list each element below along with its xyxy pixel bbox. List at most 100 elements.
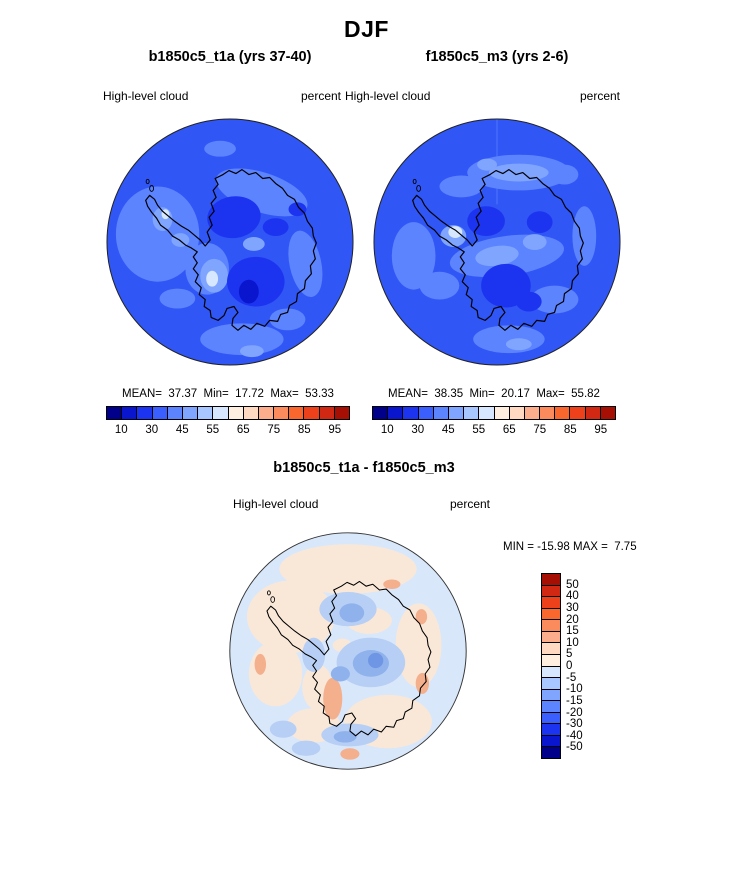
map-boundary-circle xyxy=(106,118,354,366)
colorbar-ticks-control: 10 30 45 55 65 75 85 95 xyxy=(372,424,616,438)
colorbar-segment xyxy=(152,407,168,419)
island-outline xyxy=(149,184,155,192)
colorbar-segment xyxy=(182,407,199,419)
field-units-row-left: High-level cloud percent xyxy=(103,89,341,103)
tick-label: -30 xyxy=(566,718,583,731)
colorbar-segment xyxy=(509,407,525,419)
page-title: DJF xyxy=(344,16,389,42)
map-boundary-circle xyxy=(373,118,621,366)
colorbar-segment xyxy=(542,597,560,609)
colorbar-segment xyxy=(304,407,320,419)
tick-label: 95 xyxy=(328,424,342,436)
polar-map-control xyxy=(370,115,624,369)
panel-title-case: b1850c5_t1a (yrs 37-40) xyxy=(148,49,312,65)
colorbar-segment xyxy=(137,407,153,419)
colorbar-segment xyxy=(542,678,560,690)
tick-label: 10 xyxy=(114,424,128,436)
colorbar-segment xyxy=(570,407,586,419)
units-label: percent xyxy=(579,89,620,103)
colorbar-segment xyxy=(167,407,183,419)
colorbar-segment xyxy=(542,608,560,621)
colorbar-segment xyxy=(418,407,434,419)
colorbar-ticks-case: 10 30 45 55 65 75 85 95 xyxy=(106,424,350,438)
island-outline xyxy=(270,596,276,603)
island-outline xyxy=(267,590,271,596)
stats-control: MEAN= 38.35 Min= 20.17 Max= 55.82 xyxy=(388,388,600,400)
island-outline xyxy=(145,178,150,185)
polar-map-difference xyxy=(226,529,470,773)
field-label: High-level cloud xyxy=(233,497,319,511)
tick-label: 30 xyxy=(566,601,579,614)
colorbar-segment xyxy=(542,620,560,632)
polar-map-difference-svg xyxy=(229,532,467,770)
colorbar-segment xyxy=(524,407,541,419)
colorbar-segment xyxy=(243,407,259,419)
colorbar-segment xyxy=(388,407,404,419)
colorbar-segment xyxy=(479,407,495,419)
tick-label: 20 xyxy=(566,613,579,626)
tick-label: 40 xyxy=(566,590,579,603)
panel-title-control: f1850c5_m3 (yrs 2-6) xyxy=(425,49,569,65)
colorbar-segment xyxy=(274,407,290,419)
tick-label: 45 xyxy=(175,424,189,436)
colorbar-segment xyxy=(542,735,560,748)
colorbar-segment xyxy=(228,407,244,419)
colorbar-segment xyxy=(213,407,229,419)
tick-label: 75 xyxy=(533,424,547,436)
colorbar-segment xyxy=(542,689,560,702)
colorbar-segment xyxy=(258,407,275,419)
field-label: High-level cloud xyxy=(103,89,189,103)
tick-label: 30 xyxy=(145,424,159,436)
antarctica-coastline xyxy=(412,168,584,331)
island-outline xyxy=(412,178,417,185)
colorbar-segment xyxy=(198,407,214,419)
tick-label: -10 xyxy=(566,683,583,696)
tick-label: -15 xyxy=(566,694,583,707)
colorbar-segment xyxy=(464,407,480,419)
tick-label: 65 xyxy=(502,424,516,436)
colorbar-segment xyxy=(600,407,615,419)
colorbar-segment xyxy=(542,701,560,713)
polar-map-case-svg xyxy=(106,118,354,366)
tick-label: 10 xyxy=(566,636,579,649)
tick-label: 85 xyxy=(297,424,311,436)
colorbar-segment xyxy=(107,407,123,419)
tick-label: 85 xyxy=(563,424,577,436)
antarctica-coastline xyxy=(266,580,432,737)
colorbar-segment xyxy=(542,712,560,725)
polar-map-control-svg xyxy=(373,118,621,366)
units-label: percent xyxy=(449,497,490,511)
colorbar-segment xyxy=(542,643,560,655)
colorbar-ticks-difference: 50 40 30 20 15 10 5 0 -5 -10 -15 -20 -30… xyxy=(566,573,600,759)
polar-map-case xyxy=(103,115,357,369)
tick-label: 0 xyxy=(566,660,573,672)
colorbar-segment xyxy=(542,666,560,679)
colorbar-segment xyxy=(542,747,560,758)
colorbar-segment xyxy=(403,407,419,419)
colorbar-segment xyxy=(373,407,389,419)
tick-label: 50 xyxy=(566,578,579,591)
colorbar-segment xyxy=(542,631,560,644)
colorbar-segment xyxy=(334,407,349,419)
colorbar-case xyxy=(106,406,350,420)
tick-label: 45 xyxy=(441,424,455,436)
tick-label: 75 xyxy=(267,424,281,436)
island-outline xyxy=(416,184,422,192)
colorbar-segment xyxy=(289,407,305,419)
tick-label: 65 xyxy=(236,424,250,436)
tick-label: 55 xyxy=(206,424,220,436)
colorbar-segment xyxy=(542,574,560,586)
field-label: High-level cloud xyxy=(345,89,431,103)
colorbar-segment xyxy=(585,407,601,419)
diff-minmax: MIN = -15.98 MAX = 7.75 xyxy=(503,541,637,553)
colorbar-segment xyxy=(319,407,335,419)
colorbar-segment xyxy=(542,654,560,667)
colorbar-segment xyxy=(433,407,449,419)
tick-label: -20 xyxy=(566,706,583,719)
stats-case: MEAN= 37.37 Min= 17.72 Max= 53.33 xyxy=(122,388,334,400)
diff-panel-title: b1850c5_t1a - f1850c5_m3 xyxy=(273,460,455,476)
units-label: percent xyxy=(300,89,341,103)
tick-label: 55 xyxy=(472,424,486,436)
colorbar-segment xyxy=(555,407,571,419)
